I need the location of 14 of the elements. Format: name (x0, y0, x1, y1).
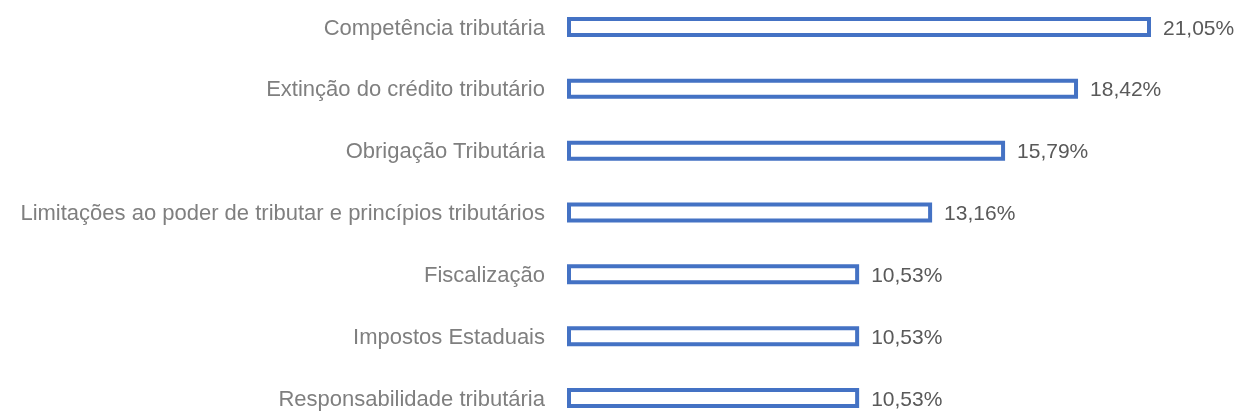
data-label: 10,53% (871, 324, 943, 348)
data-label: 10,53% (871, 262, 943, 286)
y-tick-label: Extinção do crédito tributário (266, 76, 545, 102)
y-tick-label: Fiscalização (423, 261, 545, 287)
data-label: 10,53% (871, 386, 943, 410)
data-label: 13,16% (944, 201, 1016, 224)
y-tick-label: Impostos Estaduais (353, 323, 545, 349)
data-label: 21,05% (1163, 15, 1235, 39)
y-tick-label: Obrigação Tributária (345, 138, 546, 164)
data-label: 18,42% (1090, 77, 1162, 101)
y-tick-label: Limitações ao poder de tributar e princípios tributários (20, 200, 545, 225)
y-tick-label: Competência tributária (323, 14, 546, 40)
data-label: 15,79% (1017, 139, 1089, 163)
y-tick-label: Responsabilidade tributária (278, 385, 546, 411)
